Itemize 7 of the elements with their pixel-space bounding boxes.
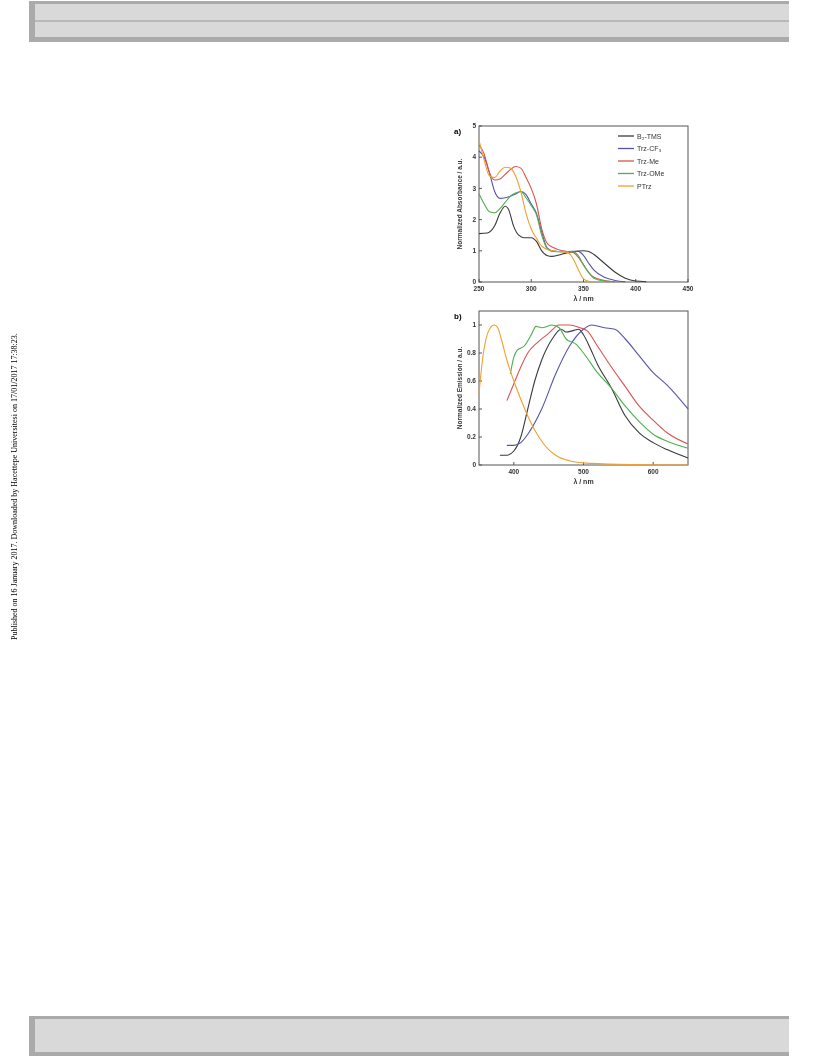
line-series — [478, 324, 689, 466]
chart-title: a) — [454, 127, 462, 136]
text: Published on 16 January 2017. Downloaded by Hacettepe Universitesi on 17/01/2017 17:38:23. — [10, 333, 19, 640]
line-series — [478, 139, 595, 283]
chart-title: b) — [454, 312, 462, 321]
line-series — [478, 205, 647, 283]
line-series — [478, 190, 616, 283]
